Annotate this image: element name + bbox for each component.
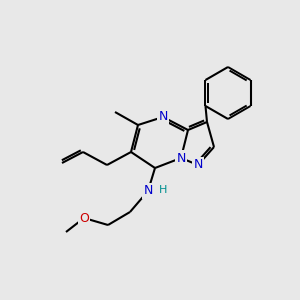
Text: H: H xyxy=(159,185,167,195)
Text: N: N xyxy=(193,158,203,172)
Text: O: O xyxy=(79,212,89,224)
Text: N: N xyxy=(143,184,153,197)
Text: N: N xyxy=(158,110,168,124)
Text: N: N xyxy=(176,152,186,164)
